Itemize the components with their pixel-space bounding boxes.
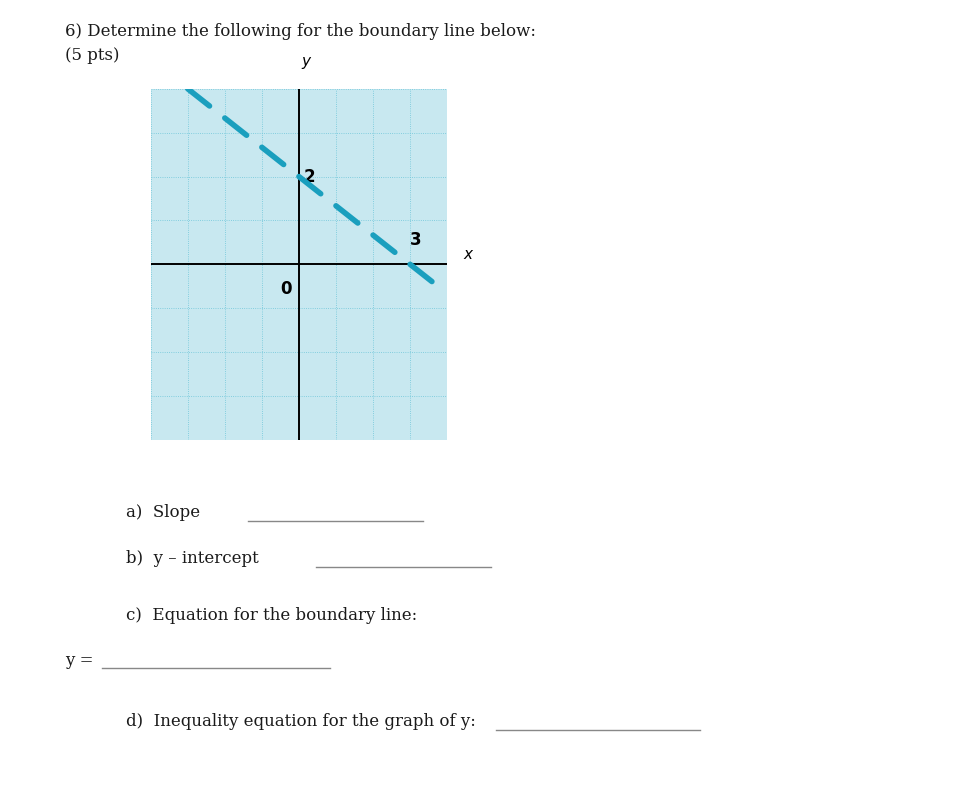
Text: y =: y = bbox=[65, 652, 93, 669]
Text: c)  Equation for the boundary line:: c) Equation for the boundary line: bbox=[126, 607, 418, 624]
Text: b)  y – intercept: b) y – intercept bbox=[126, 550, 260, 567]
Text: 2: 2 bbox=[303, 168, 315, 186]
Text: (5 pts): (5 pts) bbox=[65, 47, 120, 64]
Text: 0: 0 bbox=[280, 280, 292, 298]
Text: 6) Determine the following for the boundary line below:: 6) Determine the following for the bound… bbox=[65, 23, 537, 40]
Text: 3: 3 bbox=[410, 231, 422, 249]
Text: x: x bbox=[464, 247, 472, 262]
Text: d)  Inequality equation for the graph of y:: d) Inequality equation for the graph of … bbox=[126, 713, 476, 730]
Text: y: y bbox=[302, 54, 311, 69]
Text: a)  Slope: a) Slope bbox=[126, 504, 200, 521]
